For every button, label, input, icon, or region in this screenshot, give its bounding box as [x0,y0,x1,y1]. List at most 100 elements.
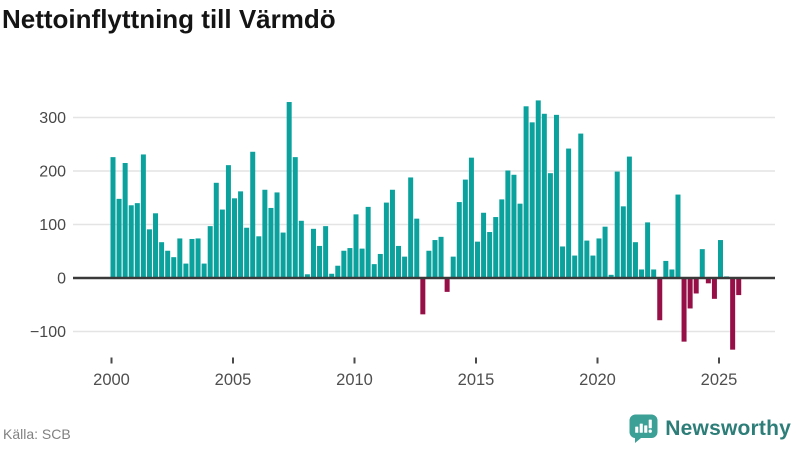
bar [632,242,638,278]
bar [201,263,207,278]
y-tick-label: 300 [39,110,66,127]
bar [310,228,316,278]
bar [365,206,371,278]
bar [420,278,426,315]
x-tick-label: 2010 [336,371,373,389]
bar [566,148,572,278]
bar [681,278,687,342]
bar [468,157,474,278]
x-axis-ticks: 2000 2005 2010 2015 2020 2025 [93,357,738,389]
bar [268,207,274,278]
bar [523,106,529,278]
bar [122,163,128,278]
bar [675,194,681,278]
bar [481,212,487,278]
bar [262,189,268,278]
bar [213,182,219,278]
bar [493,217,499,278]
bar [499,199,505,278]
bar [687,278,693,309]
bar [189,238,195,278]
bar [146,229,152,278]
bar [359,248,365,278]
bar [572,255,578,278]
bar [639,269,645,278]
bar [140,154,146,278]
bar [165,250,171,278]
bar [711,278,717,299]
bar [171,257,177,278]
bar [487,232,493,278]
bar [389,189,395,278]
bar [274,192,280,278]
y-tick-label: −100 [30,324,66,341]
bar [614,171,620,278]
bar [408,177,414,278]
x-tick-label: 2005 [215,371,252,389]
newsworthy-logo: Newsworthy [629,414,791,443]
bar [693,278,699,294]
y-tick-label: 100 [39,217,66,234]
bar [456,202,462,278]
source-label: Källa: SCB [3,426,71,442]
bar [462,179,468,278]
bar [450,256,456,278]
bar [110,157,116,278]
bar [547,173,553,278]
bar [207,226,213,278]
bar [590,255,596,278]
bars [110,100,742,350]
newsworthy-speech-bubble-chart-icon [629,414,658,443]
bar [426,250,432,278]
bar [517,203,523,278]
bar [153,213,159,278]
bar [341,250,347,278]
bar [511,174,517,278]
bar [645,222,651,278]
bar [286,102,292,278]
bar [626,156,632,278]
y-tick-label: 0 [57,271,66,288]
bar [596,238,602,278]
bar [323,226,329,278]
bar [219,209,225,278]
bar [402,256,408,278]
bar [608,274,614,278]
bar [699,249,705,278]
bar [134,203,140,278]
bar [414,218,420,278]
y-tick-label: 200 [39,164,66,181]
bar [225,165,231,278]
bar [183,263,189,278]
x-tick-label: 2000 [93,371,130,389]
bar [377,253,383,278]
bar [529,122,535,278]
bar [292,157,298,278]
y-axis-labels: 300 200 100 0 −100 [30,110,66,341]
bar [560,246,566,278]
bar [371,264,377,278]
bar [657,278,663,321]
bar [256,236,262,278]
x-tick-label: 2025 [701,371,738,389]
bar [329,273,335,278]
bar [553,114,559,278]
bar [578,133,584,278]
bar [280,232,286,278]
bar [335,265,341,278]
bar [669,269,675,278]
bar [651,269,657,278]
bar [438,236,444,278]
bar [195,238,201,278]
bar [505,170,511,278]
bar [705,278,711,284]
bar [620,206,626,278]
x-tick-label: 2015 [458,371,495,389]
x-tick-label: 2020 [579,371,616,389]
bar [602,226,608,278]
bar [432,240,438,278]
bar [444,278,450,292]
bar [736,278,742,296]
